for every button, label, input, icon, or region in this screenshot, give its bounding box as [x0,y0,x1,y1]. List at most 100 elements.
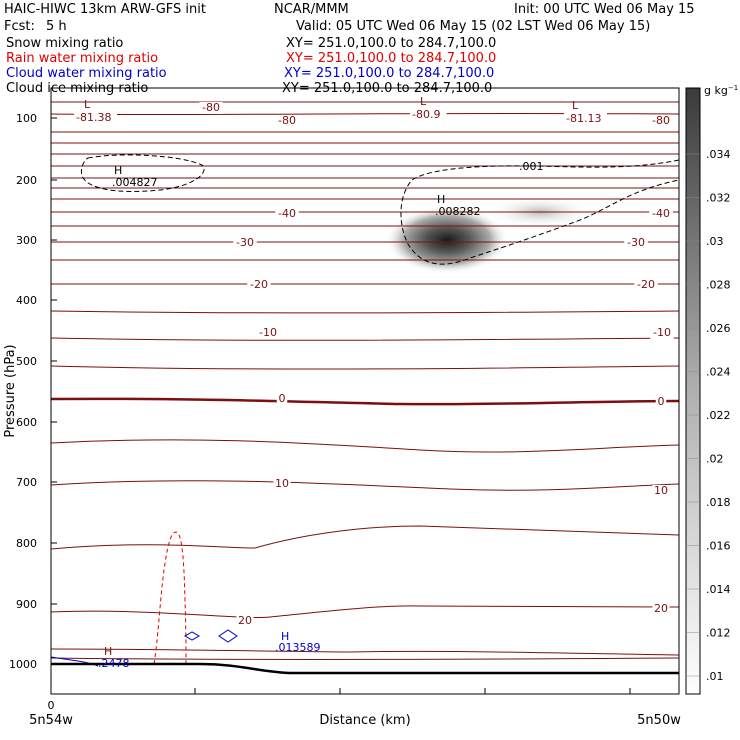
temperature-label: 20 [238,614,252,627]
y-tick-label: 700 [16,476,37,489]
rain-contour [153,531,187,665]
temperature-label: -10 [259,326,277,339]
y-tick-label: 1000 [9,658,37,671]
colorbar-tick-label: .02 [706,453,724,466]
field-name-rain: Rain water mixing ratio [6,51,158,66]
y-tick-label: 500 [16,355,37,368]
extremum-value-bg [410,109,447,121]
extremum-h-marker: H [437,193,445,206]
temperature-label-bg [256,327,280,339]
temperature-label: -40 [278,207,296,220]
temperature-label-bg [655,396,667,408]
y-tick-label: 900 [16,598,37,611]
extremum-value: .2478 [98,657,130,670]
extremum-h-marker: H [281,630,289,643]
extremum-l-marker: L [572,99,579,112]
plot-frame [50,87,680,695]
temperature-label-bg [275,115,299,127]
extremum-value: .008282 [435,205,481,218]
y-tick-label: 100 [16,112,37,125]
temperature-label: -30 [627,236,645,249]
colorbar-tick-label: .012 [706,627,731,640]
temperature-label-bg [247,279,271,291]
x-right-label: 5n50w [637,713,681,728]
temperature-label-bg [649,208,673,220]
extremum-h-marker: H [114,164,122,177]
extrema-labels: L-81.38L-80.9L-81.13H.004827H.008282H.24… [74,95,607,670]
temperature-labels: -80 -80 -80 -40 -40 -30 -30 -20 -20 -10 -10 0 0 10 10 2… [199,101,674,627]
colorbar [685,87,701,695]
colorbar-ticks: .034 .032 .03 .028 .026 .024 .022 .02 .018 .016 .0… [686,148,731,683]
temperature-label: 0 [658,395,665,408]
extremum-value: .004827 [112,176,158,189]
cloud-water-contours [51,629,238,667]
colorbar-tick-label: .014 [706,583,731,596]
contour-001-left [81,154,205,192]
temperature-label: -20 [250,278,268,291]
temperature-label: -30 [236,236,254,249]
temperature-label: -10 [653,326,671,339]
temperature-label-bg [276,393,288,405]
extremum-l-marker: L [84,98,91,111]
header-title: HAIC-HIWC 13km ARW-GFS init [4,2,206,17]
temperature-label: 20 [654,602,668,615]
temperature-label: 10 [654,484,668,497]
temperature-label-bg [649,115,673,127]
temperature-label: 0 [279,392,286,405]
field-name-snow: Snow mixing ratio [6,36,123,51]
field-name-cloud-water: Cloud water mixing ratio [6,66,167,81]
x-tick-zero: 0 [48,699,55,712]
contour-label-001: .001 [519,160,544,173]
y-tick-label: 400 [16,294,37,307]
x-axis-ticks [194,688,631,694]
colorbar-unit: g kg−1 [704,84,738,97]
header-fcst-value: 5 h [46,19,67,34]
temperature-label-bg [652,485,670,497]
field-xy-snow: XY= 251.0,100.0 to 284.7,100.0 [286,36,496,51]
y-axis-label: Pressure (hPa) [3,344,18,437]
colorbar-tick-label: .026 [706,322,731,335]
y-tick-label: 200 [16,174,37,187]
colorbar-tick-label: .032 [706,192,731,205]
colorbar-tick-label: .034 [706,148,731,161]
colorbar-tick-label: .03 [706,235,724,248]
temperature-label-bg [236,615,254,627]
y-tick-label: 600 [16,416,37,429]
temperature-label: -20 [637,278,655,291]
header-org: NCAR/MMM [274,2,349,17]
extremum-value-bg [564,113,607,125]
temperature-label-bg [233,237,257,249]
extremum-l-marker: L [420,95,427,108]
field-xy-cloud-water: XY= 251.0,100.0 to 284.7,100.0 [284,66,494,81]
header-valid: Valid: 05 UTC Wed 06 May 15 (02 LST Wed … [296,19,650,34]
colorbar-tick-label: .018 [706,496,731,509]
temperature-label-bg [634,279,658,291]
temperature-label: -80 [278,114,296,127]
header-init: Init: 00 UTC Wed 06 May 15 [514,2,695,17]
temperature-label: -80 [652,114,670,127]
extremum-value: .013589 [275,641,321,654]
colorbar-tick-label: .01 [706,670,724,683]
ground-line [51,662,679,675]
field-xy-rain: XY= 251.0,100.0 to 284.7,100.0 [286,51,496,66]
temperature-label-bg [199,102,223,114]
temperature-label-bg [624,237,648,249]
x-axis-label: Distance (km) [319,713,410,728]
temperature-label: 10 [275,477,289,490]
extremum-h-marker: H [104,645,112,658]
mixing-ratio-shading-max [385,206,509,274]
temperature-contours [51,101,679,660]
temperature-label: -80 [202,101,220,114]
colorbar-tick-label: .016 [706,540,731,553]
contour-001-right [400,159,679,265]
colorbar-tick-label: .028 [706,279,731,292]
extremum-value: -81.38 [76,111,111,124]
temperature-label-bg [275,208,299,220]
y-tick-label: 800 [16,537,37,550]
x-left-label: 5n54w [29,713,73,728]
extremum-value: -80.9 [412,108,440,121]
temperature-label-bg [273,478,291,490]
temperature-label: -40 [652,207,670,220]
header-fcst-label: Fcst: [4,19,35,34]
